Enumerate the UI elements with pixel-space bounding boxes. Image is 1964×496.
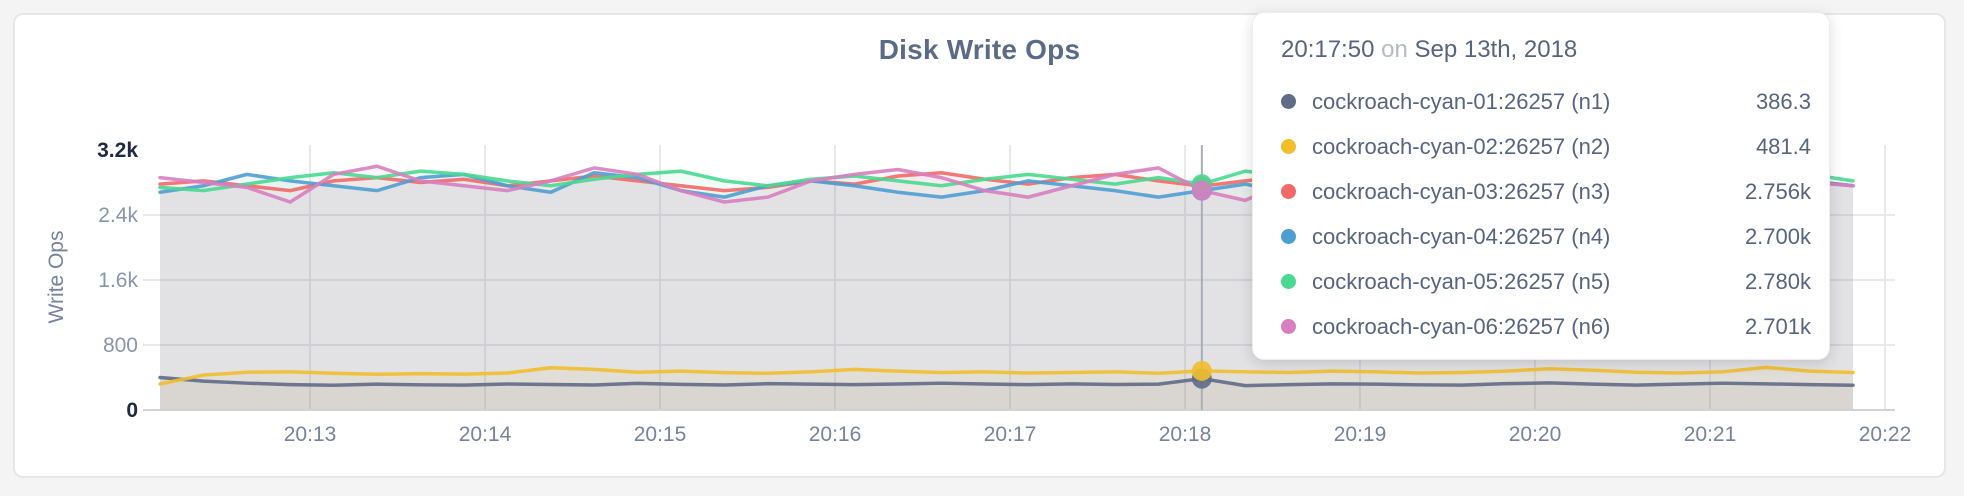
tooltip-header: 20:17:50 on Sep 13th, 2018: [1281, 35, 1811, 65]
series-label: cockroach-cyan-05:26257 (n5): [1312, 268, 1611, 294]
x-tick-label: 20:22: [1859, 423, 1912, 446]
series-color-dot: [1281, 139, 1296, 154]
tooltip-series-row: cockroach-cyan-06:26257 (n6) 2.701k: [1281, 304, 1811, 349]
series-value: 386.3: [1755, 88, 1811, 114]
tooltip-date: Sep 13th, 2018: [1414, 36, 1578, 63]
hover-dot-n6: [1191, 180, 1212, 201]
chart-title: Disk Write Ops: [878, 34, 1081, 65]
series-value: 481.4: [1755, 133, 1811, 159]
y-tick-label: 2.4k: [98, 204, 138, 227]
tooltip-series-row: cockroach-cyan-02:26257 (n2) 481.4: [1281, 124, 1811, 169]
tooltip-series-row: cockroach-cyan-03:26257 (n3) 2.756k: [1281, 169, 1811, 214]
tooltip-conjunction: on: [1381, 36, 1408, 63]
series-value: 2.700k: [1744, 223, 1811, 249]
series-color-dot: [1281, 229, 1296, 244]
x-tick-label: 20:19: [1334, 423, 1387, 446]
series-label: cockroach-cyan-02:26257 (n2): [1312, 133, 1611, 159]
series-line-n1[interactable]: [158, 375, 1855, 388]
tooltip-series-row: cockroach-cyan-05:26257 (n5) 2.780k: [1281, 259, 1811, 304]
x-tick-label: 20:14: [459, 423, 512, 446]
x-tick-label: 20:18: [1159, 423, 1212, 446]
x-tick-label: 20:21: [1684, 423, 1737, 446]
series-color-dot: [1281, 184, 1296, 199]
hover-dot-n2: [1191, 360, 1212, 381]
series-line-n2[interactable]: [158, 365, 1855, 386]
x-tick-label: 20:16: [809, 423, 862, 446]
x-tick-label: 20:15: [634, 423, 687, 446]
series-area-n2: [160, 367, 1853, 410]
x-tick-label: 20:17: [984, 423, 1037, 446]
y-tick-label: 1.6k: [98, 269, 138, 292]
series-value: 2.780k: [1744, 268, 1811, 294]
chart-tooltip: 20:17:50 on Sep 13th, 2018 cockroach-cya…: [1252, 12, 1830, 360]
y-tick-label: 3.2k: [97, 139, 138, 162]
tooltip-series-row: cockroach-cyan-04:26257 (n4) 2.700k: [1281, 214, 1811, 259]
x-tick-label: 20:13: [284, 423, 337, 446]
series-label: cockroach-cyan-04:26257 (n4): [1312, 223, 1611, 249]
series-color-dot: [1281, 274, 1296, 289]
y-tick-label: 800: [103, 334, 138, 357]
x-tick-label: 20:20: [1509, 423, 1562, 446]
series-label: cockroach-cyan-01:26257 (n1): [1312, 88, 1611, 114]
series-color-dot: [1281, 319, 1296, 334]
series-value: 2.756k: [1744, 178, 1811, 204]
series-color-dot: [1281, 94, 1296, 109]
tooltip-rows: cockroach-cyan-01:26257 (n1) 386.3 cockr…: [1281, 79, 1811, 349]
series-label: cockroach-cyan-03:26257 (n3): [1312, 178, 1611, 204]
tooltip-time: 20:17:50: [1281, 36, 1375, 63]
series-value: 2.701k: [1744, 313, 1811, 339]
series-label: cockroach-cyan-06:26257 (n6): [1312, 313, 1611, 339]
tooltip-series-row: cockroach-cyan-01:26257 (n1) 386.3: [1281, 79, 1811, 124]
y-tick-label: 0: [126, 399, 138, 422]
